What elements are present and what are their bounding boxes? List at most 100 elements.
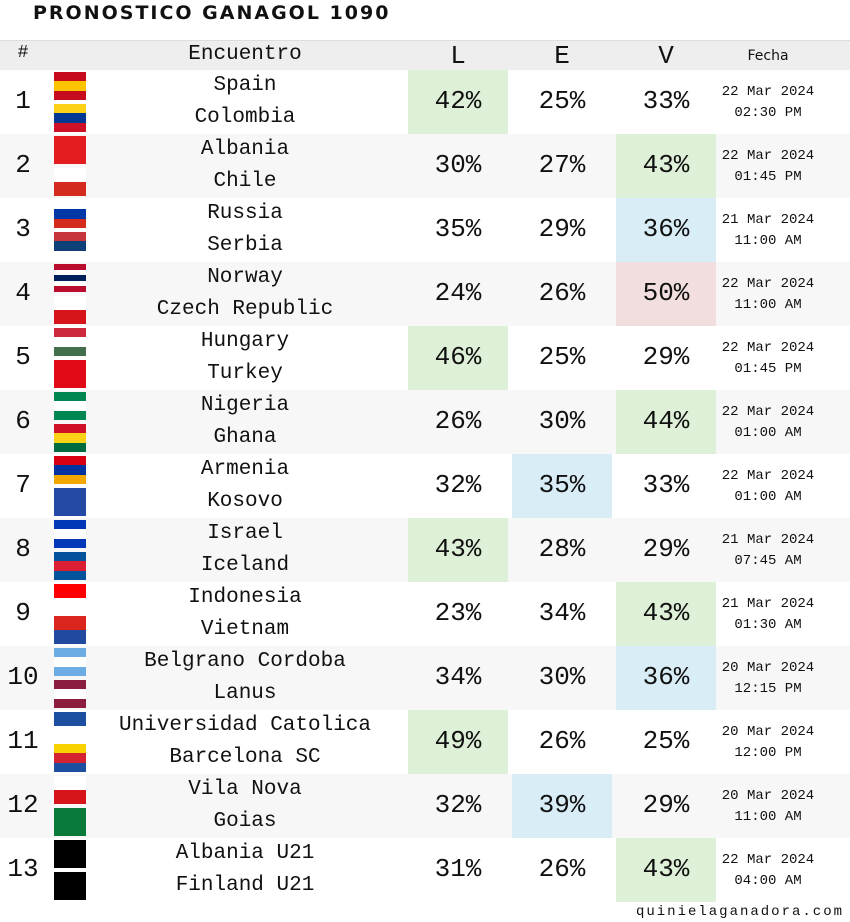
prob-e: 39% [538, 790, 586, 820]
prob-v: 43% [642, 598, 690, 628]
flag-stripe [54, 630, 86, 644]
match-date: 21 Mar 2024 [721, 532, 815, 548]
row-number: 10 [7, 662, 39, 692]
away-team: Czech Republic [156, 298, 334, 321]
flag-stripe [54, 136, 86, 150]
flag-stripe [54, 280, 86, 287]
highlight-cell [408, 710, 508, 774]
highlight-cell [512, 454, 612, 518]
match-time: 12:15 PM [734, 681, 802, 697]
prob-v: 36% [642, 214, 690, 244]
flag-stripe [54, 598, 86, 612]
flag-stripe [54, 241, 86, 251]
flag-stripe [54, 657, 86, 667]
match-date: 21 Mar 2024 [721, 596, 815, 612]
flag-stripe [54, 168, 86, 182]
prob-e: 35% [538, 470, 586, 500]
prob-l: 34% [434, 662, 482, 692]
flag-stripe [54, 753, 86, 763]
prob-v: 43% [642, 150, 690, 180]
flag-stripe [54, 570, 86, 580]
flag-stripe [54, 104, 86, 114]
flag-stripe [54, 790, 86, 804]
prob-l: 43% [434, 534, 482, 564]
row-number: 1 [15, 86, 31, 116]
home-team: Norway [207, 266, 283, 289]
away-team: Vietnam [200, 618, 290, 641]
prob-e: 26% [538, 854, 586, 884]
prob-l: 35% [434, 214, 482, 244]
prob-v: 33% [642, 470, 690, 500]
flag-stripe [54, 616, 86, 630]
away-team: Turkey [207, 362, 283, 385]
match-date: 22 Mar 2024 [721, 84, 815, 100]
highlight-cell [616, 646, 716, 710]
row-number: 11 [7, 726, 39, 756]
row-number: 6 [15, 406, 31, 436]
row-number: 2 [15, 150, 31, 180]
flag-stripe [54, 200, 86, 210]
row-number: 5 [15, 342, 31, 372]
prob-e: 30% [538, 406, 586, 436]
home-team: Armenia [200, 458, 290, 481]
match-time: 01:00 AM [734, 489, 802, 505]
header-l: L [450, 41, 466, 71]
flag-stripe [54, 346, 86, 356]
flag-stripe [54, 561, 86, 571]
prob-e: 26% [538, 278, 586, 308]
flag-stripe [54, 808, 86, 822]
match-time: 11:00 AM [734, 809, 802, 825]
flag-stripe [54, 360, 86, 374]
highlight-cell [616, 838, 716, 902]
header-v: V [658, 41, 674, 71]
match-date: 22 Mar 2024 [721, 852, 815, 868]
home-team: Nigeria [200, 394, 290, 417]
row-number: 13 [7, 854, 39, 884]
highlight-cell [408, 518, 508, 582]
row-background [0, 454, 850, 518]
match-date: 22 Mar 2024 [721, 148, 815, 164]
away-team: Iceland [200, 554, 290, 577]
flag-stripe [54, 337, 86, 347]
flag-stripe [54, 424, 86, 434]
away-team: Finland U21 [175, 874, 315, 897]
header-match: Encuentro [188, 43, 302, 66]
flag-stripe [54, 666, 86, 676]
flag-stripe [54, 81, 86, 91]
away-team: Barcelona SC [169, 746, 321, 769]
flag-stripe [54, 269, 86, 276]
flag-stripe [54, 296, 86, 310]
away-team: Lanus [213, 682, 277, 705]
flag-stripe [54, 264, 86, 270]
flag-stripe [54, 401, 86, 411]
highlight-cell [408, 70, 508, 134]
prob-v: 29% [642, 790, 690, 820]
flag-stripe [54, 113, 86, 123]
match-time: 01:45 PM [734, 361, 802, 377]
flag-stripe [54, 488, 86, 502]
away-team: Kosovo [207, 490, 283, 513]
prob-v: 25% [642, 726, 690, 756]
flag-stripe [54, 680, 86, 690]
prob-l: 26% [434, 406, 482, 436]
match-date: 22 Mar 2024 [721, 340, 815, 356]
flag-stripe [54, 410, 86, 420]
row-number: 12 [7, 790, 39, 820]
prob-v: 50% [642, 278, 690, 308]
header-e: E [554, 41, 570, 71]
flag-stripe [54, 374, 86, 388]
match-time: 01:45 PM [734, 169, 802, 185]
flag-stripe [54, 776, 86, 790]
home-team: Belgrano Cordoba [144, 650, 346, 673]
prob-l: 46% [434, 342, 482, 372]
title: PRONOSTICO GANAGOL 1090 [33, 2, 391, 24]
match-time: 07:45 AM [734, 553, 802, 569]
away-team: Serbia [207, 234, 283, 257]
prob-e: 28% [538, 534, 586, 564]
match-date: 20 Mar 2024 [721, 660, 815, 676]
flag-stripe [54, 840, 86, 868]
flag-stripe [54, 209, 86, 219]
row-number: 4 [15, 278, 31, 308]
prob-l: 31% [434, 854, 482, 884]
